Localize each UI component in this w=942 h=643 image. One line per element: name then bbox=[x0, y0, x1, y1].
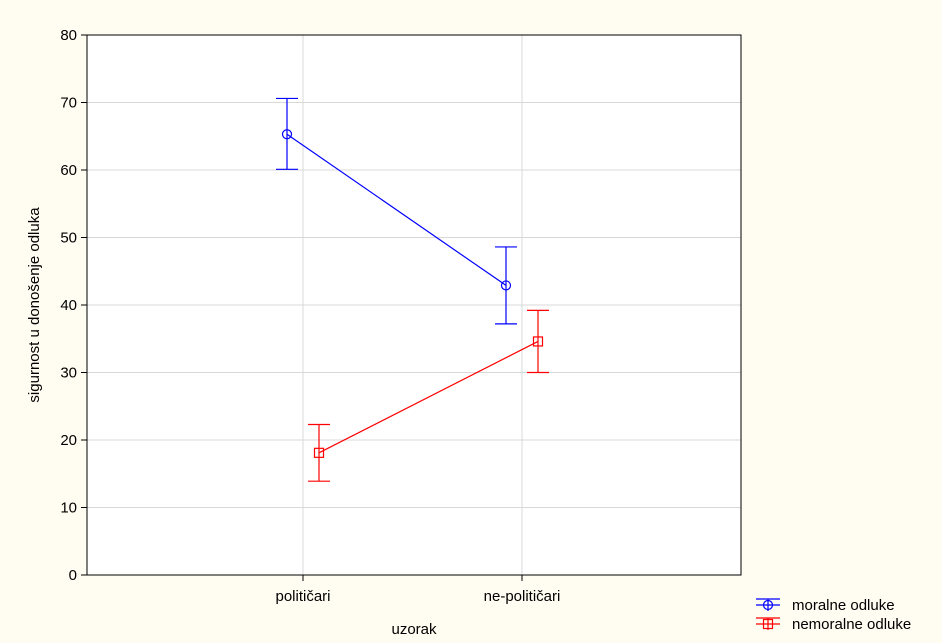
series-line bbox=[286, 133, 507, 286]
y-tick-label: 40 bbox=[60, 297, 77, 314]
data-point bbox=[500, 280, 512, 291]
legend-swatch-marker bbox=[762, 618, 774, 630]
data-point bbox=[532, 336, 544, 347]
legend-swatch-marker bbox=[762, 599, 774, 611]
y-tick-label: 10 bbox=[60, 500, 77, 517]
legend-label: nemoralne odluke bbox=[792, 616, 911, 633]
y-tick-label: 20 bbox=[60, 432, 77, 449]
y-tick-label: 50 bbox=[60, 230, 77, 247]
legend: moralne odluke nemoralne odluke bbox=[756, 597, 911, 633]
y-axis: 0 10 20 30 40 50 60 70 80 bbox=[60, 27, 87, 584]
data-point bbox=[281, 129, 293, 140]
legend-label: moralne odluke bbox=[792, 597, 895, 614]
legend-item-2: nemoralne odluke bbox=[756, 616, 911, 633]
y-tick-label: 80 bbox=[60, 27, 77, 44]
x-tick-label: političari bbox=[275, 588, 330, 605]
data-point bbox=[313, 447, 325, 458]
series-line bbox=[318, 340, 539, 454]
series-2 bbox=[308, 309, 549, 482]
grid bbox=[87, 35, 741, 575]
y-tick-label: 70 bbox=[60, 95, 77, 112]
x-axis: političari ne-političari bbox=[275, 575, 560, 605]
y-tick-label: 30 bbox=[60, 365, 77, 382]
series-layer bbox=[276, 97, 549, 482]
y-tick-label: 0 bbox=[69, 567, 77, 584]
x-axis-title: uzorak bbox=[391, 621, 437, 638]
series-1 bbox=[276, 97, 517, 325]
x-tick-label: ne-političari bbox=[484, 588, 561, 605]
y-axis-title: sigurnost u donošenje odluka bbox=[26, 207, 43, 403]
y-tick-label: 60 bbox=[60, 162, 77, 179]
legend-item-1: moralne odluke bbox=[756, 597, 895, 614]
